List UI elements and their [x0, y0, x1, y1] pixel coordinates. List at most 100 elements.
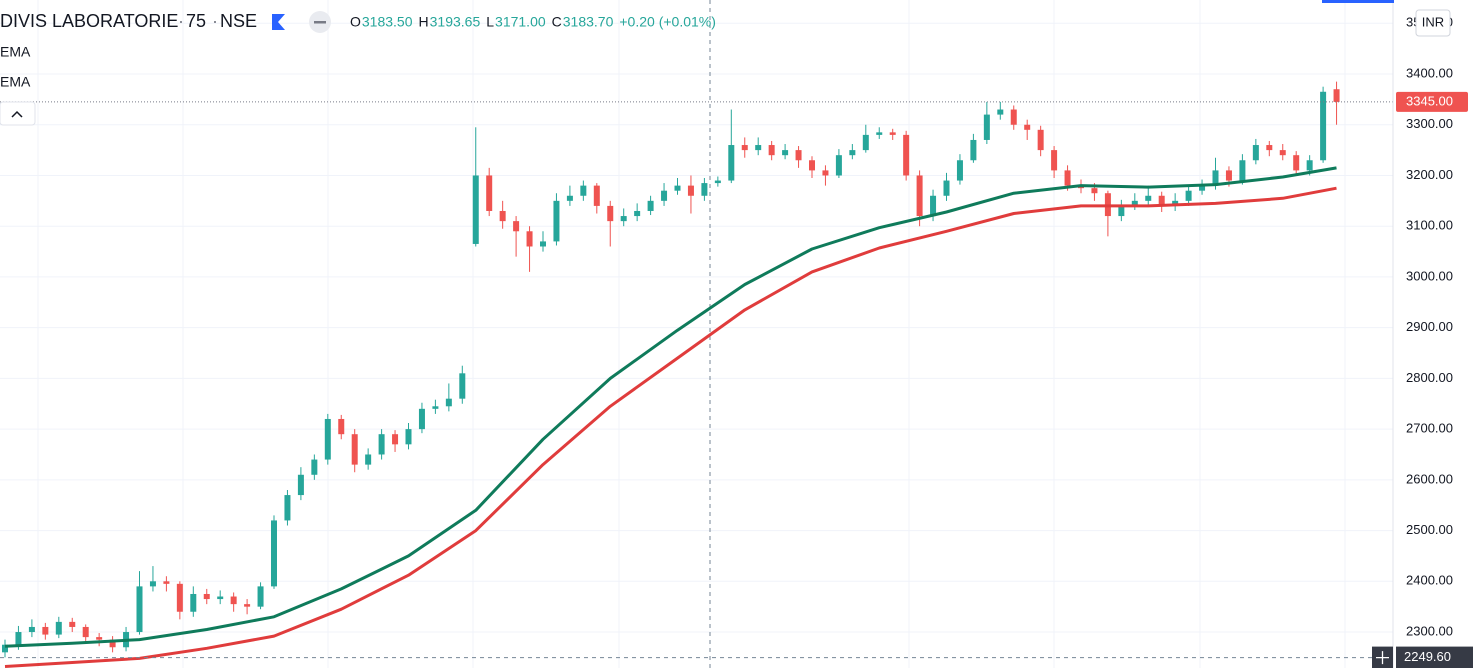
- currency-button[interactable]: [1415, 9, 1451, 37]
- candle-body: [42, 626, 49, 635]
- y-tick-label: 2700.00: [1406, 421, 1453, 436]
- candle-body: [1279, 150, 1286, 156]
- candle-body: [835, 155, 842, 176]
- candle-body: [445, 398, 452, 407]
- flag-icon[interactable]: [272, 14, 285, 30]
- ema-line: [4, 166, 1337, 648]
- candle-body: [930, 195, 937, 217]
- candle-body: [459, 373, 466, 399]
- candle-body: [55, 621, 62, 635]
- candle-body: [365, 454, 372, 465]
- candle-body: [553, 200, 560, 242]
- candle-body: [1185, 190, 1192, 201]
- candle-body: [1252, 145, 1259, 161]
- separator: ·: [178, 11, 184, 31]
- candle-body: [889, 132, 896, 135]
- candle-body: [418, 408, 425, 430]
- candle-body: [1051, 150, 1058, 171]
- candle-body: [1293, 155, 1300, 171]
- candle-body: [1333, 89, 1340, 102]
- candle-body: [338, 418, 345, 435]
- candle-body: [513, 221, 520, 232]
- vertical-grid: [37, 0, 1346, 668]
- change: +0.20 (+0.01%): [619, 14, 716, 30]
- candle-body: [566, 195, 573, 201]
- ohlc-value: 3183.50: [362, 14, 413, 30]
- candle-body: [176, 583, 183, 612]
- candle-body: [862, 134, 869, 151]
- candle-body: [822, 170, 829, 176]
- candle-body: [257, 586, 264, 607]
- y-tick-label: 2300.00: [1406, 623, 1453, 638]
- candle-body: [1199, 185, 1206, 191]
- candle-body: [728, 145, 735, 181]
- candle-body: [1145, 195, 1152, 201]
- symbol: DIVIS LABORATORIE: [0, 11, 178, 31]
- candle-body: [607, 205, 614, 222]
- y-tick-label: 3300.00: [1406, 116, 1453, 131]
- exchange: NSE: [220, 11, 257, 31]
- y-tick-label: 3200.00: [1406, 167, 1453, 182]
- candle-body: [82, 626, 89, 638]
- candle-body: [1225, 170, 1232, 181]
- ohlc-label: C: [552, 14, 562, 30]
- candle-body: [647, 200, 654, 211]
- candle-body: [190, 593, 197, 612]
- ohlc-value: 3193.65: [430, 14, 481, 30]
- candle-body: [755, 145, 762, 151]
- candle-body: [903, 134, 910, 176]
- y-tick-label: 2600.00: [1406, 471, 1453, 486]
- ohlc-label: O: [350, 14, 361, 30]
- candle-body: [297, 474, 304, 496]
- separator: ·: [212, 11, 218, 31]
- candle-body: [768, 145, 775, 156]
- candle-body: [324, 418, 331, 460]
- ohlc-label: H: [419, 14, 429, 30]
- candle-body: [136, 586, 143, 633]
- candle-body: [956, 160, 963, 181]
- candle-body: [1212, 170, 1219, 186]
- candle-body: [741, 145, 748, 151]
- crosshair-price-label: 2249.60: [1404, 649, 1451, 664]
- candle-body: [1320, 91, 1327, 161]
- candle-body: [1024, 124, 1031, 130]
- candle-body: [916, 175, 923, 217]
- candle-body: [1239, 160, 1246, 181]
- candle-body: [2, 644, 8, 653]
- candle-body: [634, 210, 641, 217]
- top-indicator: [1322, 0, 1394, 3]
- last-price-label: 3345.00: [1406, 93, 1453, 108]
- candle-body: [351, 434, 358, 465]
- ohlc-value: 3183.70: [563, 14, 614, 30]
- candle-body: [271, 520, 277, 587]
- y-tick-label: 2900.00: [1406, 319, 1453, 334]
- candle-body: [1064, 170, 1071, 186]
- candle-body: [1037, 129, 1044, 151]
- candle-body: [701, 183, 708, 196]
- candle-body: [849, 150, 856, 156]
- ohlc-value: 3171.00: [495, 14, 546, 30]
- candle-body: [970, 139, 977, 161]
- candle-body: [109, 639, 116, 648]
- candle-body: [1158, 195, 1165, 206]
- candle-body: [149, 581, 156, 587]
- candle-body: [1091, 188, 1098, 194]
- candle-body: [1118, 205, 1125, 217]
- candle-body: [620, 216, 627, 222]
- candle-body: [540, 241, 546, 247]
- candle-body: [69, 621, 76, 627]
- candle-body: [392, 434, 399, 445]
- candle-body: [943, 180, 950, 196]
- candle-body: [472, 175, 479, 244]
- candle-body: [593, 185, 600, 206]
- candle-body: [96, 637, 103, 640]
- candle-body: [28, 626, 35, 633]
- legend-ema: EMA: [0, 74, 31, 90]
- candle-body: [405, 429, 412, 445]
- crosshair-price-box: [1396, 646, 1473, 668]
- candle-body: [217, 596, 224, 600]
- legend-ema: EMA: [0, 44, 31, 60]
- candle-body: [284, 495, 291, 521]
- y-tick-label: 3100.00: [1406, 218, 1453, 233]
